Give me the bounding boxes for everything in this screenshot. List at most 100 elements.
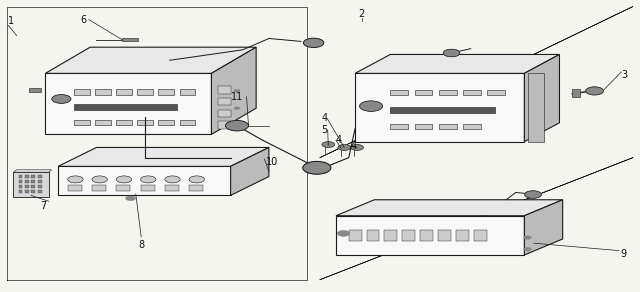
Circle shape bbox=[303, 38, 324, 48]
Polygon shape bbox=[58, 147, 269, 166]
Bar bbox=[68, 185, 82, 191]
Circle shape bbox=[524, 247, 531, 251]
Bar bbox=[38, 185, 42, 188]
Bar bbox=[38, 175, 42, 178]
Text: 6: 6 bbox=[81, 15, 87, 25]
Bar bbox=[95, 120, 111, 125]
Bar bbox=[439, 124, 457, 129]
Polygon shape bbox=[524, 200, 563, 255]
Circle shape bbox=[444, 49, 460, 57]
Polygon shape bbox=[45, 73, 211, 134]
Polygon shape bbox=[211, 47, 256, 134]
Bar bbox=[116, 185, 131, 191]
Bar bbox=[390, 107, 495, 113]
Bar bbox=[138, 89, 154, 95]
Circle shape bbox=[360, 101, 383, 111]
Bar bbox=[179, 89, 195, 95]
Circle shape bbox=[116, 176, 132, 183]
Circle shape bbox=[141, 176, 156, 183]
Circle shape bbox=[165, 176, 180, 183]
Text: 4: 4 bbox=[321, 113, 328, 124]
Bar bbox=[456, 230, 468, 241]
Polygon shape bbox=[355, 73, 524, 142]
Text: 2: 2 bbox=[358, 9, 365, 19]
Text: 8: 8 bbox=[138, 240, 144, 251]
Bar bbox=[25, 185, 29, 188]
Polygon shape bbox=[336, 216, 524, 255]
Bar bbox=[95, 89, 111, 95]
Polygon shape bbox=[524, 54, 559, 142]
Bar bbox=[367, 230, 380, 241]
Bar bbox=[415, 90, 433, 95]
Bar bbox=[218, 86, 230, 94]
Bar bbox=[74, 120, 90, 125]
Bar bbox=[38, 190, 42, 193]
Bar bbox=[463, 90, 481, 95]
Bar bbox=[439, 90, 457, 95]
Bar bbox=[116, 120, 132, 125]
Bar bbox=[25, 175, 29, 178]
Circle shape bbox=[338, 145, 351, 150]
Text: 11: 11 bbox=[231, 92, 243, 102]
Bar bbox=[385, 230, 397, 241]
Bar bbox=[420, 230, 433, 241]
Bar bbox=[29, 88, 41, 92]
Polygon shape bbox=[45, 47, 256, 73]
Bar bbox=[218, 98, 230, 105]
Bar bbox=[122, 38, 138, 41]
Bar bbox=[19, 185, 22, 188]
Text: 3: 3 bbox=[621, 70, 628, 80]
Bar bbox=[189, 185, 203, 191]
Bar bbox=[92, 185, 106, 191]
Bar bbox=[463, 124, 481, 129]
Bar bbox=[218, 121, 230, 128]
Text: 7: 7 bbox=[40, 201, 47, 211]
Text: 9: 9 bbox=[620, 248, 627, 258]
Bar bbox=[31, 190, 35, 193]
Bar bbox=[138, 120, 154, 125]
Bar bbox=[179, 120, 195, 125]
Bar bbox=[349, 230, 362, 241]
Bar bbox=[31, 180, 35, 183]
Polygon shape bbox=[336, 200, 563, 216]
Polygon shape bbox=[58, 166, 230, 195]
Bar bbox=[25, 180, 29, 183]
Circle shape bbox=[525, 191, 541, 198]
Bar bbox=[403, 230, 415, 241]
Circle shape bbox=[586, 87, 604, 95]
Bar bbox=[159, 89, 174, 95]
Bar bbox=[116, 89, 132, 95]
Bar bbox=[19, 175, 22, 178]
Polygon shape bbox=[13, 170, 52, 172]
Polygon shape bbox=[13, 172, 49, 197]
Text: 1: 1 bbox=[8, 16, 15, 26]
Bar bbox=[141, 185, 155, 191]
Bar bbox=[474, 230, 486, 241]
Text: 4: 4 bbox=[336, 135, 342, 145]
Polygon shape bbox=[230, 147, 269, 195]
Bar bbox=[31, 185, 35, 188]
Bar bbox=[415, 124, 433, 129]
Bar bbox=[74, 89, 90, 95]
Circle shape bbox=[234, 107, 240, 110]
Circle shape bbox=[52, 95, 71, 103]
Circle shape bbox=[68, 176, 83, 183]
Bar bbox=[218, 110, 230, 117]
Text: 5: 5 bbox=[321, 125, 328, 135]
Bar bbox=[438, 230, 451, 241]
Circle shape bbox=[125, 196, 136, 201]
Bar bbox=[159, 120, 174, 125]
Circle shape bbox=[225, 120, 248, 131]
Circle shape bbox=[322, 142, 335, 147]
Circle shape bbox=[234, 124, 240, 127]
Circle shape bbox=[524, 236, 531, 239]
Text: 4: 4 bbox=[351, 141, 356, 151]
Bar bbox=[74, 104, 177, 110]
Circle shape bbox=[189, 176, 204, 183]
Bar bbox=[572, 88, 580, 97]
Circle shape bbox=[303, 161, 331, 174]
Circle shape bbox=[351, 145, 364, 150]
Bar bbox=[487, 90, 505, 95]
Bar bbox=[31, 175, 35, 178]
Bar bbox=[528, 73, 544, 142]
